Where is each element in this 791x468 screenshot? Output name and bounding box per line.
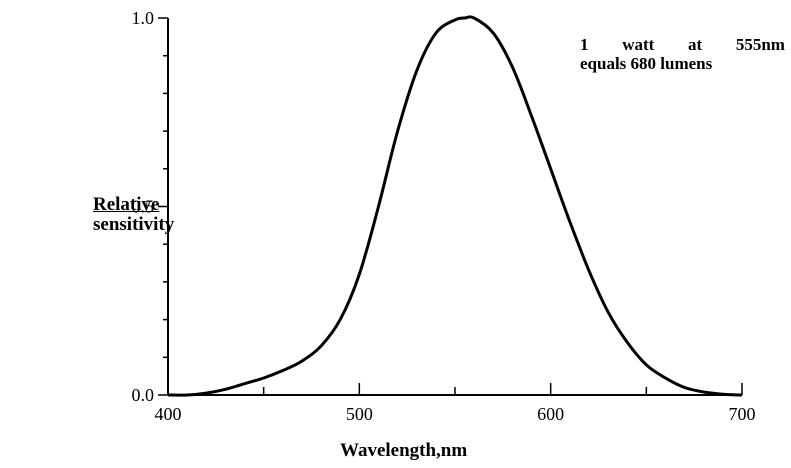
x-tick-label: 400 [155,404,182,424]
annotation-word-1: watt [622,35,655,54]
tick-labels: 0.0 0.5 1.0 400 500 600 700 [132,8,756,424]
x-tick-label: 500 [346,404,373,424]
series [167,15,743,397]
x-tick-label: 600 [537,404,564,424]
annotation-word-2: at [687,35,703,54]
annotation-line-1: 1 watt at 555nm [580,35,785,54]
annotation-word-3: 555nm [735,35,785,54]
y-axis-label: Relative sensitivity [93,195,174,235]
ticks [158,17,743,396]
sensitivity-curve [167,15,743,397]
y-tick-label: 0.5 [132,197,155,217]
x-axis-label: Wavelength,nm [340,440,468,461]
x-tick-label: 700 [729,404,756,424]
y-tick-label: 1.0 [132,8,155,28]
y-axis-label-line-1: Relative [93,194,160,215]
annotation-word-0: 1 [580,35,589,54]
y-tick-label: 0.0 [132,385,155,405]
annotation: 1 watt at 555nm equals 680 lumens [580,35,785,73]
annotation-line-2: equals 680 lumens [580,54,713,73]
axes [167,18,742,396]
y-axis-label-line-2: sensitivity [93,214,175,235]
